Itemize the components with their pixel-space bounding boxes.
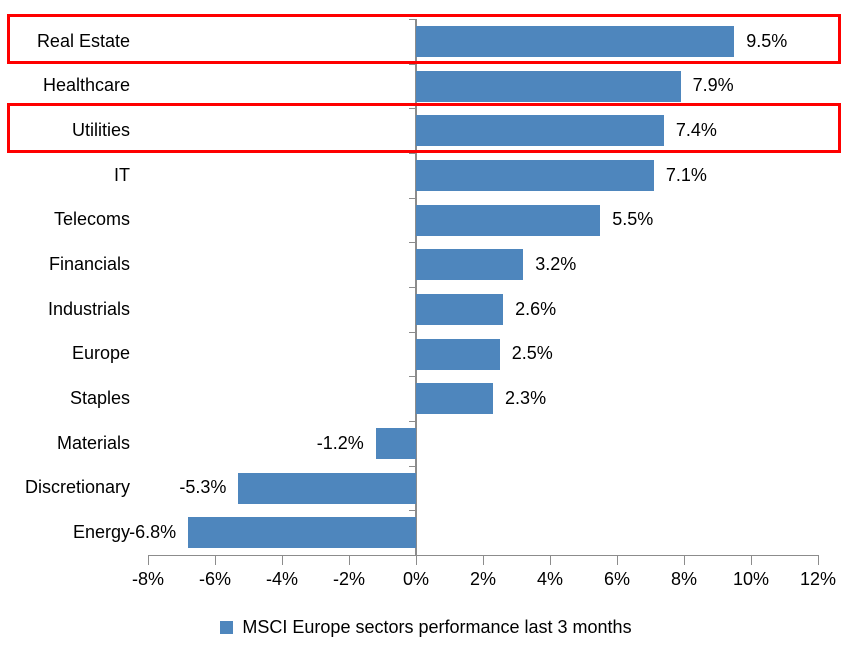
value-label: -1.2% [316,432,364,453]
highlight-box [7,102,841,154]
x-tick-label: 2% [469,569,496,589]
value-label: 2.3% [505,388,547,409]
y-axis-tick [409,153,415,154]
category-label: IT [114,164,130,185]
category-label: Healthcare [42,75,130,96]
category-label: Staples [69,388,130,409]
x-tick-label: -2% [332,569,365,589]
legend-label: MSCI Europe sectors performance last 3 m… [242,616,632,637]
value-label: 2.6% [515,298,557,319]
category-label: Real Estate [36,30,130,51]
category-label: Financials [48,254,130,275]
y-axis-tick [409,19,415,20]
y-axis-tick [409,421,415,422]
x-axis-tick [215,555,216,565]
x-axis-tick [483,555,484,565]
bar [416,383,494,415]
category-label: Industrials [47,298,130,319]
x-axis-tick [349,555,350,565]
x-tick-label: 4% [536,569,563,589]
legend: MSCI Europe sectors performance last 3 m… [0,612,852,642]
x-axis-tick [751,555,752,565]
y-axis-tick [409,376,415,378]
bar [416,249,524,281]
value-label: 7.1% [665,164,707,185]
x-axis-tick [416,555,417,565]
x-axis-tick [684,555,685,565]
x-axis-tick [617,555,618,565]
bar [188,517,416,549]
category-label: Europe [71,343,130,364]
y-axis-tick [409,242,415,244]
x-tick-label: -6% [198,569,231,589]
category-label: Telecoms [53,209,130,230]
value-label: 3.2% [535,254,577,275]
value-label: 9.5% [746,30,788,51]
bar [416,204,601,236]
category-label: Materials [56,432,130,453]
x-tick-label: -8% [131,569,164,589]
x-tick-label: 8% [670,569,697,589]
highlight-box [7,13,841,65]
x-axis-tick [818,555,819,565]
category-label: Energy [72,522,130,543]
bar [416,293,504,325]
value-label: -6.8% [129,522,177,543]
y-axis-tick [409,287,415,288]
y-axis-tick [409,331,415,333]
bar [416,25,735,57]
x-tick-label: 0% [402,569,429,589]
legend-marker-icon [220,620,234,634]
value-label: 7.4% [675,120,717,141]
x-axis-tick [550,555,551,565]
y-axis-tick [409,197,415,199]
y-axis-tick [409,108,415,110]
bar [416,338,500,370]
x-tick-label: 12% [799,569,837,589]
bar [416,115,664,147]
bar [238,472,416,504]
x-tick-label: 6% [603,569,630,589]
x-tick-label: 10% [732,569,770,589]
value-label: -5.3% [179,477,227,498]
category-label: Utilities [71,120,130,141]
category-label: Discretionary [24,477,130,498]
x-tick-label: -4% [265,569,298,589]
value-label: 5.5% [612,209,654,230]
bar [416,159,654,191]
y-axis-tick [409,465,415,467]
x-axis-tick [282,555,283,565]
y-axis-tick [409,63,415,65]
value-label: 2.5% [511,343,553,364]
bar [416,70,681,102]
bar [375,427,416,459]
y-axis-tick [409,510,415,512]
x-axis-tick [148,555,149,565]
y-axis-line [415,19,417,555]
value-label: 7.9% [692,75,734,96]
